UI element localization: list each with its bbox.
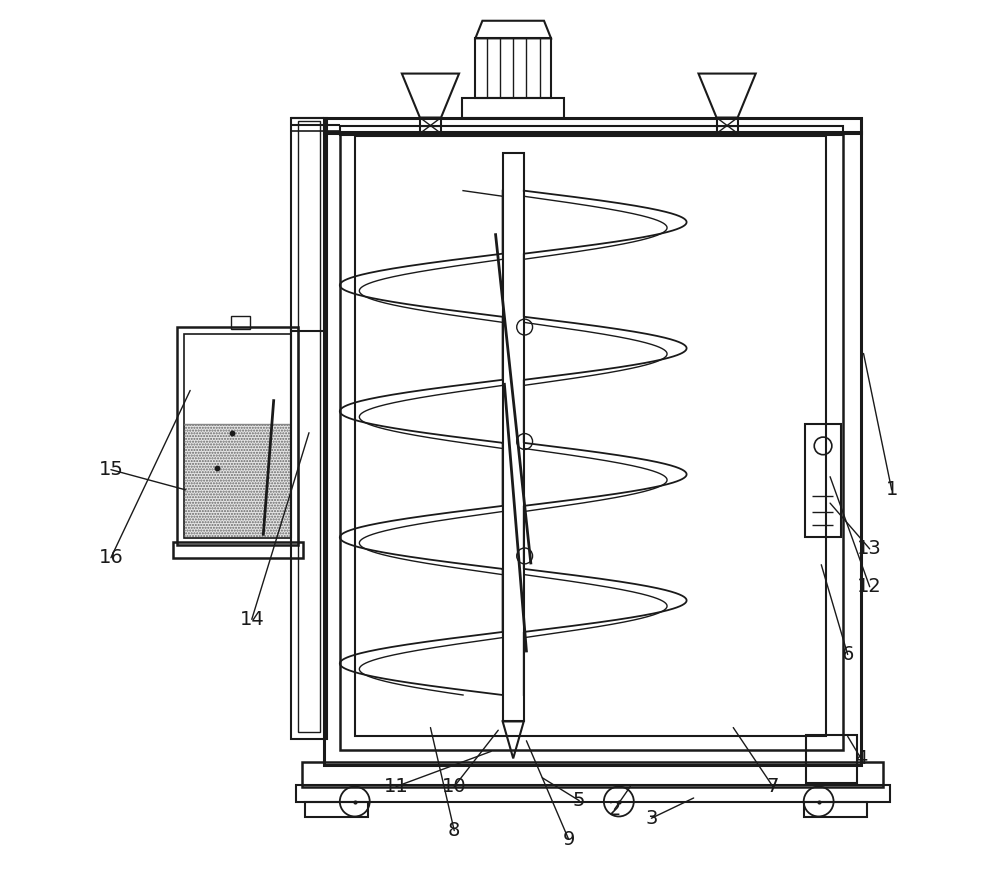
Bar	[298, 121, 320, 732]
Bar	[184, 424, 291, 539]
Text: 13: 13	[857, 540, 882, 558]
Text: 15: 15	[99, 460, 123, 479]
Bar	[296, 785, 890, 803]
Bar	[184, 424, 291, 539]
Bar	[231, 315, 250, 328]
Text: 6: 6	[842, 645, 854, 664]
Bar	[302, 762, 883, 787]
Bar	[355, 136, 826, 736]
Bar	[475, 38, 551, 98]
Bar	[173, 542, 303, 558]
Text: 11: 11	[384, 777, 409, 796]
Bar	[805, 424, 841, 537]
Text: 12: 12	[857, 577, 882, 596]
Bar	[177, 327, 298, 546]
Text: 1: 1	[886, 480, 898, 500]
Bar	[503, 153, 524, 721]
Bar	[324, 117, 861, 133]
Bar	[291, 117, 327, 739]
Bar	[804, 802, 867, 818]
Text: 9: 9	[562, 830, 575, 849]
Bar	[420, 117, 441, 133]
Bar	[184, 334, 291, 539]
Bar	[305, 802, 368, 818]
Bar	[462, 98, 564, 117]
Bar	[340, 133, 843, 750]
Bar	[324, 132, 861, 766]
Text: 8: 8	[448, 821, 460, 840]
Bar	[806, 735, 857, 783]
Text: 3: 3	[645, 809, 658, 827]
Text: 2: 2	[608, 800, 621, 819]
Text: 14: 14	[239, 610, 264, 629]
Text: 16: 16	[99, 548, 123, 567]
Text: 7: 7	[767, 777, 779, 796]
Text: 10: 10	[442, 777, 467, 796]
Bar	[340, 126, 843, 135]
Text: 4: 4	[855, 749, 867, 768]
Bar	[717, 117, 738, 133]
Text: 5: 5	[573, 791, 585, 810]
